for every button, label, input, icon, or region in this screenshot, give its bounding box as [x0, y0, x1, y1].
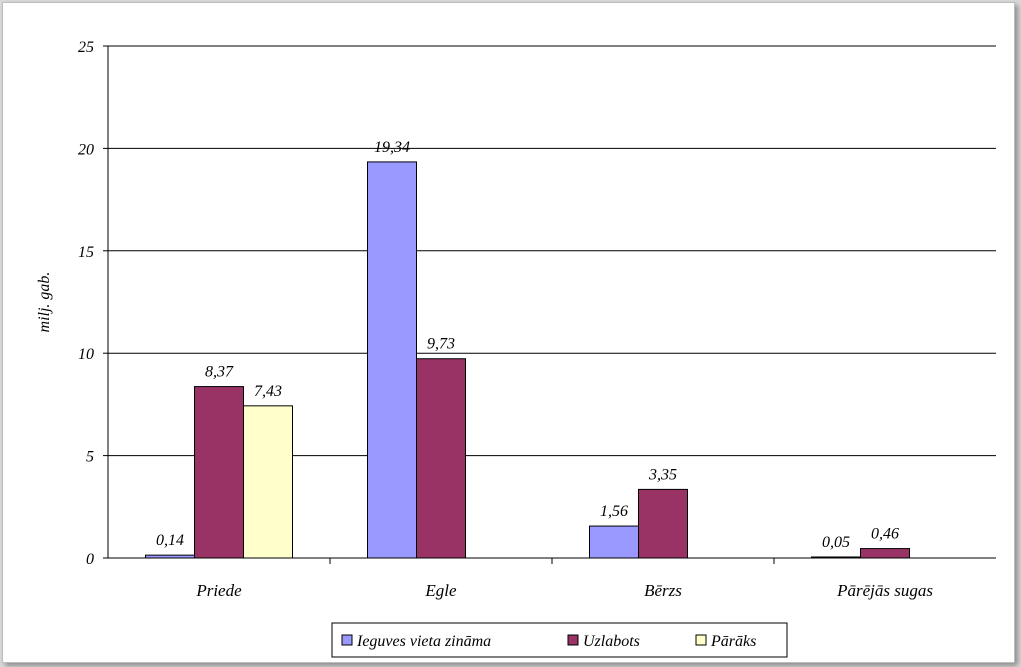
- legend-entry: Uzlabots: [583, 633, 640, 650]
- legend: Ieguves vieta zināma Uzlabots Pārāks: [331, 622, 788, 658]
- y-tick-label: 15: [78, 244, 94, 261]
- legend-entry: Pārāks: [710, 633, 756, 650]
- bar-chart: 0 5 10 15 20 25 Priede Egle Bērzs Pārējās sugas 0…: [36, 39, 996, 658]
- x-category-label: Egle: [424, 581, 457, 600]
- y-tick-label: 25: [78, 39, 94, 56]
- data-label: 19,34: [374, 139, 410, 156]
- data-label: 8,37: [205, 364, 234, 381]
- x-category-label: Pārējās sugas: [836, 581, 933, 600]
- y-axis-label: milj. gab.: [36, 272, 53, 333]
- legend-swatch: [341, 634, 353, 646]
- bar-0-1: [194, 386, 244, 559]
- x-category-label: Priede: [195, 581, 242, 600]
- legend-swatch: [695, 634, 707, 646]
- bar-2-1: [638, 488, 688, 559]
- bar-1-1: [416, 358, 466, 559]
- data-label: 7,43: [254, 383, 282, 400]
- data-label: 0,14: [156, 532, 184, 549]
- y-tick-label: 20: [78, 141, 94, 158]
- data-labels: 0,14 8,37 7,43 19,34 9,73 1,56 3,35 0,05 0,46: [156, 139, 899, 551]
- legend-box: [331, 622, 788, 658]
- bar-1-0: [367, 161, 417, 559]
- bar-0-2: [243, 405, 293, 559]
- data-label: 1,56: [600, 503, 628, 520]
- y-tick-label: 0: [86, 551, 94, 568]
- legend-swatch: [567, 634, 579, 646]
- bars: [145, 161, 910, 559]
- y-tick-label: 5: [86, 449, 94, 466]
- axes: 0 5 10 15 20 25 Priede Egle Bērzs Pārējās sugas: [78, 39, 996, 600]
- data-label: 9,73: [427, 336, 455, 353]
- y-tick-label: 10: [78, 346, 94, 363]
- x-category-label: Bērzs: [644, 581, 682, 600]
- bar-2-0: [589, 525, 639, 559]
- bar-3-1: [860, 548, 910, 559]
- data-label: 3,35: [648, 466, 677, 483]
- gridlines: [108, 45, 996, 457]
- legend-entry: Ieguves vieta zināma: [356, 633, 491, 650]
- data-label: 0,46: [871, 526, 899, 543]
- data-label: 0,05: [822, 534, 850, 551]
